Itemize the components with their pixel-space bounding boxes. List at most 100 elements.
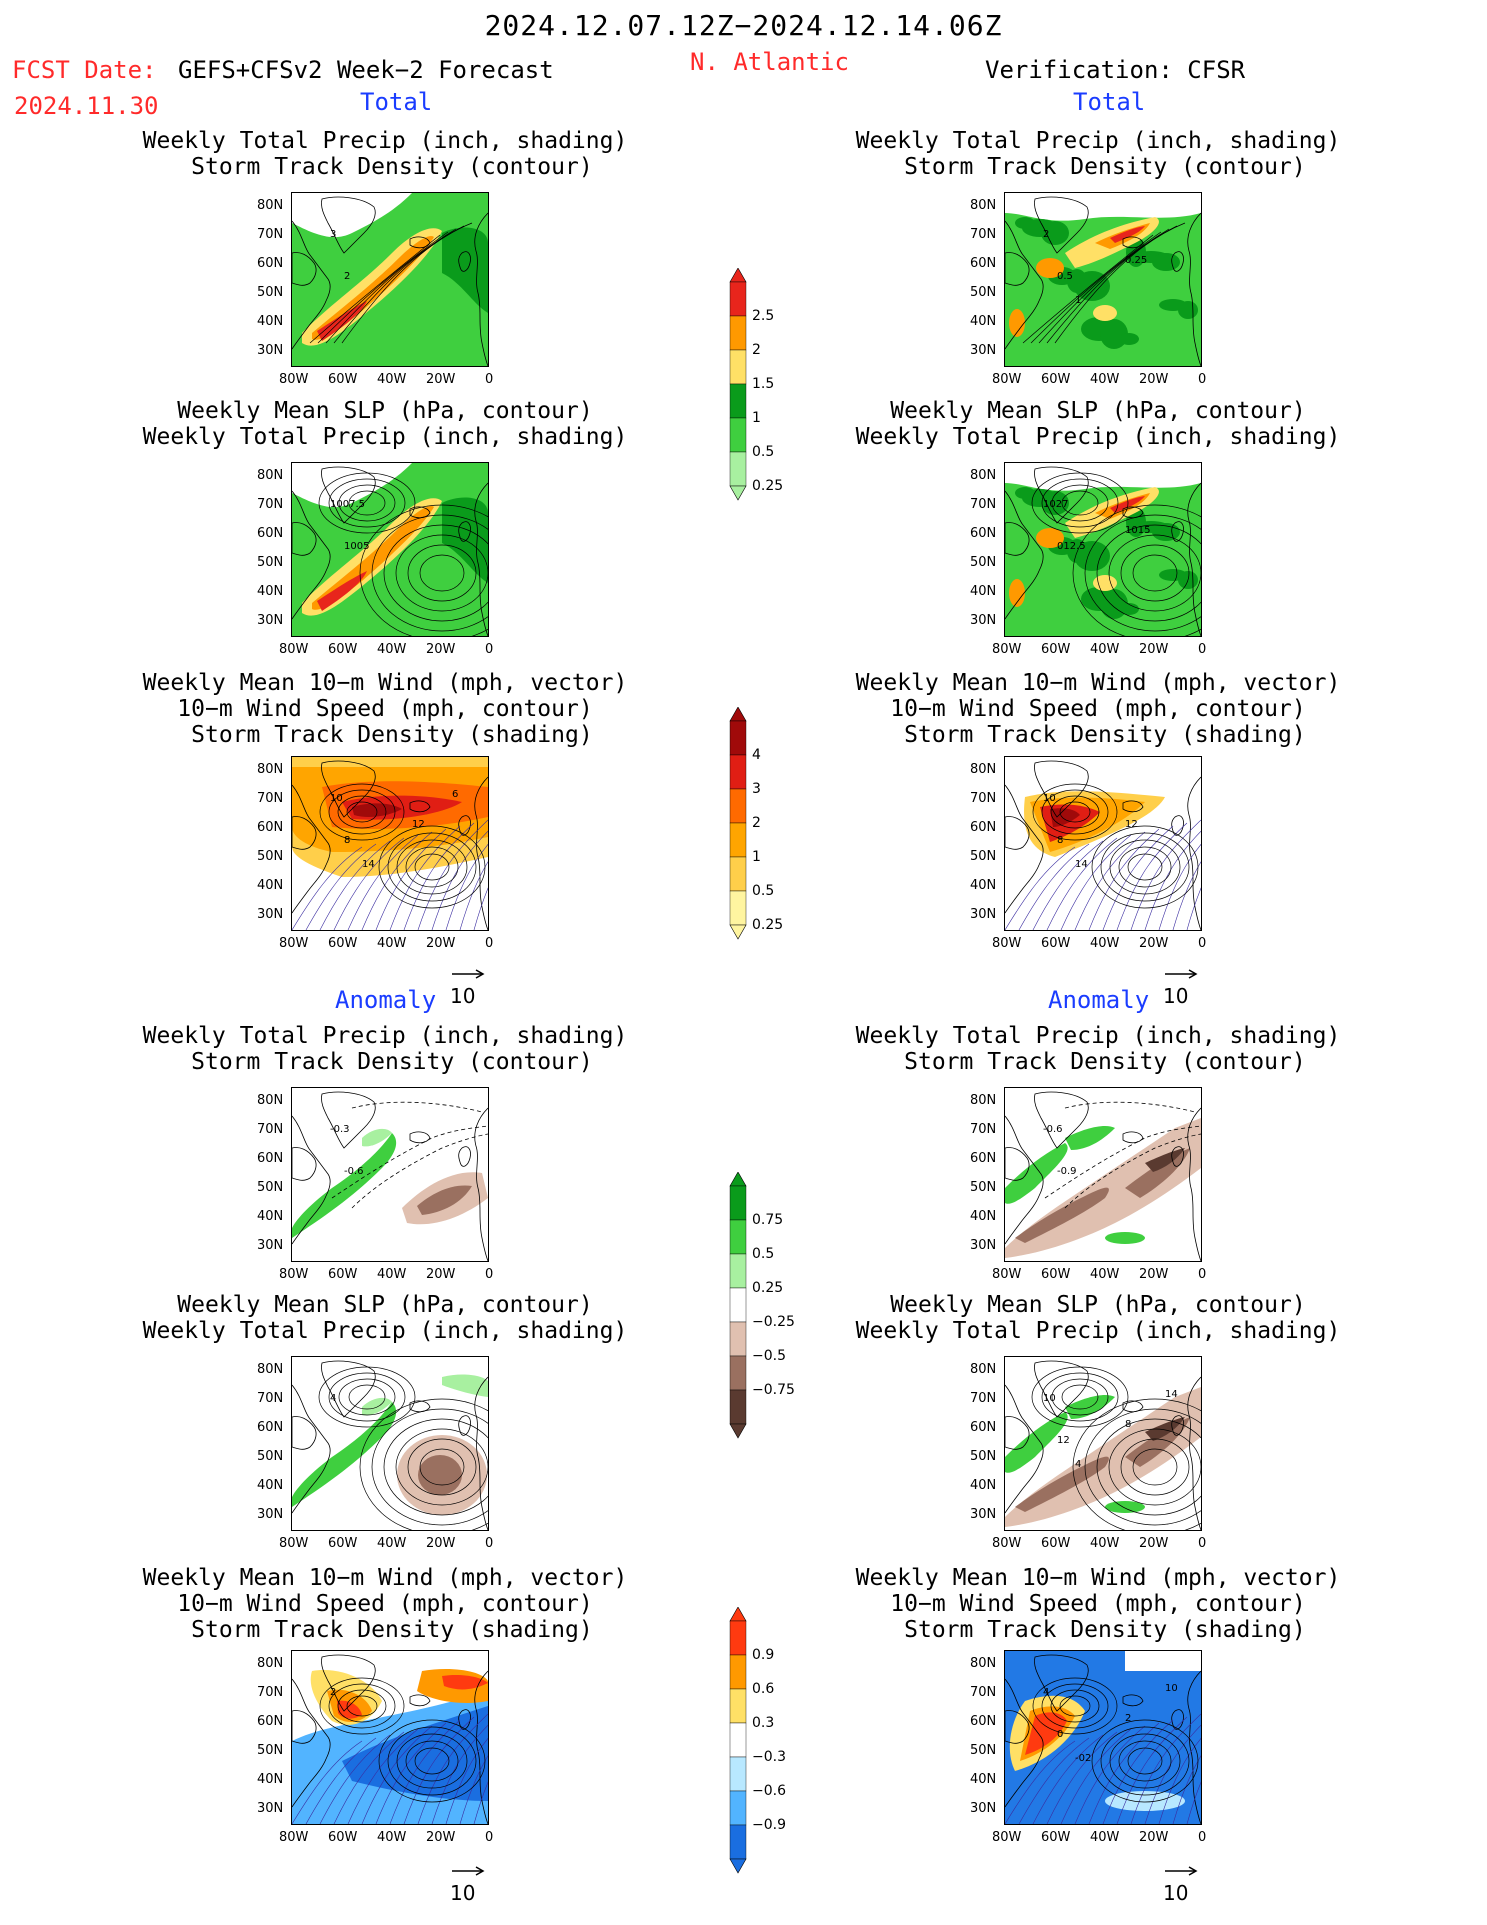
lon-label: 60W <box>328 372 358 387</box>
lat-label: 50N <box>257 555 284 570</box>
lat-label: 40N <box>257 1478 284 1493</box>
title-r6-left: Weekly Mean 10−m Wind (mph, vector) 10−m… <box>142 1565 628 1643</box>
lon-label: 40W <box>1090 372 1120 387</box>
lat-label: 80N <box>257 468 284 483</box>
lon-label: 0 <box>485 372 494 387</box>
map-r1r: 2 0.5 0.25 1 <box>1005 193 1201 366</box>
contour-label: 8 <box>344 835 350 846</box>
contour-label: -02 <box>1075 1753 1091 1764</box>
lon-label: 60W <box>1041 642 1071 657</box>
map-r4l: -0.3 -0.6 <box>292 1088 488 1261</box>
map-panel-r6r: 4 0 2 -02 10 <box>1004 1650 1202 1825</box>
lat-label: 70N <box>970 1122 997 1137</box>
lat-label: 70N <box>257 497 284 512</box>
map-panel-r5r: 10 12 8 4 14 <box>1004 1356 1202 1531</box>
lon-label: 80W <box>279 936 309 951</box>
colorbar-label: 0.5 <box>752 1246 775 1262</box>
vector-ref-r6-left: 10 <box>450 1857 486 1905</box>
colorbar-label: 3 <box>752 781 761 797</box>
title-r2-right: Weekly Mean SLP (hPa, contour) Weekly To… <box>855 398 1341 450</box>
contour-label: -0.9 <box>1057 1166 1077 1177</box>
lon-label: 80W <box>279 372 309 387</box>
lat-label: 30N <box>257 343 284 358</box>
lat-label: 60N <box>970 1151 997 1166</box>
colorbar-label: 2 <box>752 342 761 358</box>
colorbar-label: −0.75 <box>752 1382 795 1398</box>
fcst-model: GEFS+CFSv2 Week−2 Forecast <box>178 56 554 84</box>
title-r4-right: Weekly Total Precip (inch, shading) Stor… <box>855 1023 1341 1075</box>
colorbar-label: 1.5 <box>752 376 775 392</box>
lat-label: 40N <box>257 584 284 599</box>
lat-label: 60N <box>257 256 284 271</box>
lat-label: 50N <box>257 1180 284 1195</box>
contour-label: 12 <box>1057 1435 1070 1446</box>
lat-label: 40N <box>970 584 997 599</box>
lon-label: 0 <box>1198 1267 1207 1282</box>
lon-label: 0 <box>1198 642 1207 657</box>
lat-label: 60N <box>257 1420 284 1435</box>
contour-label: 4 <box>330 1393 336 1404</box>
contour-label: 2 <box>1043 229 1049 240</box>
lon-label: 60W <box>1041 1267 1071 1282</box>
vector-arrow-icon <box>1165 969 1198 979</box>
vector-arrow-icon <box>1165 1866 1198 1876</box>
colorbar-label: 2.5 <box>752 308 775 324</box>
lon-label: 0 <box>1198 372 1207 387</box>
lat-label: 80N <box>970 1656 997 1671</box>
lat-label: 40N <box>970 1209 997 1224</box>
contour-label: 2 <box>1125 1713 1131 1724</box>
lat-label: 30N <box>970 1801 997 1816</box>
title-r1-right: Weekly Total Precip (inch, shading) Stor… <box>855 128 1341 180</box>
map-panel-r3r: 10 8 12 14 <box>1004 756 1202 931</box>
lon-label: 60W <box>1041 936 1071 951</box>
lon-label: 80W <box>992 1830 1022 1845</box>
lon-label: 80W <box>992 1536 1022 1551</box>
vector-ref-r6-right: 10 <box>1163 1857 1199 1905</box>
lon-label: 20W <box>1139 936 1169 951</box>
lat-label: 30N <box>257 1507 284 1522</box>
lat-label: 80N <box>970 1362 997 1377</box>
lat-label: 50N <box>257 285 284 300</box>
contour-label: -0.6 <box>344 1166 364 1177</box>
lon-label: 40W <box>1090 642 1120 657</box>
lat-label: 50N <box>970 1449 997 1464</box>
verification-label: Verification: CFSR <box>985 56 1246 84</box>
title-r3-right: Weekly Mean 10−m Wind (mph, vector) 10−m… <box>855 670 1341 748</box>
lat-label: 60N <box>970 1420 997 1435</box>
lat-label: 70N <box>970 497 997 512</box>
lat-label: 70N <box>257 227 284 242</box>
map-r2l: 1007.5 1005 <box>292 463 488 636</box>
lon-label: 80W <box>992 372 1022 387</box>
lat-label: 50N <box>970 555 997 570</box>
lon-label: 80W <box>279 1267 309 1282</box>
contour-label: 10 <box>1165 1683 1178 1694</box>
lat-label: 30N <box>257 907 284 922</box>
vector-arrow-icon <box>452 969 485 979</box>
lon-label: 0 <box>1198 1536 1207 1551</box>
lon-label: 60W <box>1041 1830 1071 1845</box>
lat-label: 80N <box>257 1362 284 1377</box>
lat-label: 40N <box>257 314 284 329</box>
title-r1-left: Weekly Total Precip (inch, shading) Stor… <box>142 128 628 180</box>
colorbar-label: 1 <box>752 410 761 426</box>
lat-label: 60N <box>257 526 284 541</box>
lon-label: 20W <box>426 1830 456 1845</box>
lat-label: 40N <box>257 1209 284 1224</box>
lon-label: 80W <box>279 642 309 657</box>
title-r6-right: Weekly Mean 10−m Wind (mph, vector) 10−m… <box>855 1565 1341 1643</box>
title-r2-left: Weekly Mean SLP (hPa, contour) Weekly To… <box>142 398 628 450</box>
lon-label: 60W <box>1041 1536 1071 1551</box>
map-r5r: 10 12 8 4 14 <box>1005 1357 1201 1530</box>
colorbar-label: −0.6 <box>752 1783 786 1799</box>
lon-label: 80W <box>992 1267 1022 1282</box>
contour-label: 10 <box>330 793 343 804</box>
title-r5-right: Weekly Mean SLP (hPa, contour) Weekly To… <box>855 1292 1341 1344</box>
date-range: 2024.12.07.12Z−2024.12.14.06Z <box>484 9 1003 42</box>
contour-label: 0.5 <box>1057 271 1073 282</box>
lat-label: 80N <box>257 1656 284 1671</box>
lon-label: 40W <box>377 642 407 657</box>
map-panel-r3l: 10 8 12 14 6 <box>291 756 489 931</box>
lat-label: 80N <box>970 468 997 483</box>
contour-label: 6 <box>452 789 458 800</box>
lat-label: 50N <box>970 849 997 864</box>
